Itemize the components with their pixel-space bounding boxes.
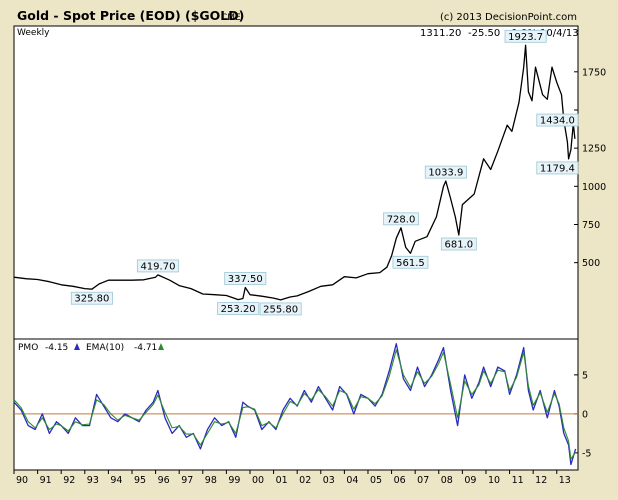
annotation-label: 255.80 <box>263 304 298 315</box>
up-arrow-icon <box>74 343 80 350</box>
x-tick-label: 96 <box>158 475 170 486</box>
x-tick-label: 05 <box>370 475 382 486</box>
x-tick-label: 99 <box>228 475 240 486</box>
x-tick-label: 11 <box>512 475 524 486</box>
annotation-label: 1923.7 <box>508 32 543 43</box>
quote-date: 10/4/13 <box>540 28 579 39</box>
price-annotation: 337.50 <box>224 272 267 285</box>
x-tick-label: 92 <box>63 475 75 486</box>
price-annotation: 253.20 <box>217 302 260 315</box>
x-tick-label: 04 <box>346 475 358 486</box>
copyright-label: (c) 2013 DecisionPoint.com <box>440 12 577 23</box>
ema-legend-label: EMA(10) <box>86 343 124 353</box>
price-annotation: 255.80 <box>259 302 302 315</box>
y-tick-label: 500 <box>582 258 600 269</box>
exchange-label: CME <box>221 13 241 23</box>
ema-series <box>13 349 577 460</box>
period-label: Weekly <box>17 28 50 38</box>
price-annotation: 728.0 <box>383 212 419 225</box>
x-tick-label: 93 <box>87 475 99 486</box>
price-series <box>13 44 576 301</box>
annotation-label: 1033.9 <box>428 168 463 179</box>
up-arrow-icon <box>158 343 164 350</box>
x-tick-label: 02 <box>299 475 311 486</box>
pmo-tick-label: 0 <box>582 409 588 420</box>
annotation-label: 1179.4 <box>540 163 575 174</box>
chart-title: Gold - Spot Price (EOD) ($GOLD) <box>17 8 244 23</box>
annotation-label: 1434.0 <box>540 116 575 127</box>
x-tick-label: 00 <box>252 475 264 486</box>
annotation-label: 561.5 <box>396 258 425 269</box>
ema-legend-value: -4.71 <box>134 343 157 353</box>
price-annotation: 1033.9 <box>424 165 467 179</box>
y-tick-label: 1750 <box>582 67 606 78</box>
y-tick-label: 1250 <box>582 144 606 155</box>
x-tick-label: 94 <box>110 475 122 486</box>
price-annotation: 1923.7 <box>504 29 547 43</box>
y-tick-label: 1000 <box>582 182 606 193</box>
y-tick-label: 750 <box>582 220 600 231</box>
price-annotation: 561.5 <box>392 255 429 269</box>
pmo-tick-label: -5 <box>582 448 591 459</box>
quote-change: -25.50 <box>468 28 500 39</box>
x-tick-label: 08 <box>441 475 453 486</box>
price-line <box>13 44 576 301</box>
quote-price: 1311.20 <box>420 28 461 39</box>
annotation-label: 337.50 <box>228 274 263 285</box>
x-tick-label: 90 <box>16 475 28 486</box>
annotation-label: 253.20 <box>221 304 256 315</box>
pmo-tick-label: 5 <box>582 370 588 381</box>
x-tick-label: 10 <box>488 475 500 486</box>
annotation-label: 728.0 <box>387 214 416 225</box>
x-tick-label: 98 <box>205 475 217 486</box>
x-tick-label: 91 <box>40 475 52 486</box>
x-tick-label: 97 <box>181 475 193 486</box>
x-tick-label: 01 <box>276 475 288 486</box>
x-tick-label: 06 <box>394 475 406 486</box>
x-tick-label: 13 <box>559 475 571 486</box>
price-annotation: 419.70 <box>136 259 179 272</box>
price-annotation: 1434.0 <box>536 113 579 127</box>
x-tick-label: 03 <box>323 475 335 486</box>
pmo-lines <box>13 343 577 466</box>
price-annotation: 681.0 <box>440 237 477 251</box>
pmo-legend-label: PMO <box>18 343 38 353</box>
annotation-label: 419.70 <box>140 261 175 272</box>
annotation-label: 325.80 <box>74 294 109 305</box>
price-annotation: 325.80 <box>70 291 113 305</box>
x-tick-label: 95 <box>134 475 146 486</box>
x-tick-label: 09 <box>464 475 476 486</box>
pmo-legend-value: -4.15 <box>45 343 68 353</box>
pmo-series <box>13 343 577 466</box>
annotation-label: 681.0 <box>445 240 474 251</box>
pmo-legend: PMO -4.15 EMA(10) -4.71 <box>18 343 164 353</box>
price-annotations: 325.80 419.70 337.50 253.20 255.80 728.0 561.5… <box>70 29 579 315</box>
x-tick-label: 07 <box>417 475 429 486</box>
price-axis: 500 750 1000 1250 1750 <box>574 67 606 269</box>
x-tick-label: 12 <box>535 475 547 486</box>
price-panel <box>13 25 579 340</box>
price-annotation: 1179.4 <box>536 161 579 174</box>
x-axis: 90 91 92 93 94 95 96 97 98 99 00 01 02 03 04 05 06 07 08 09… <box>13 470 571 486</box>
